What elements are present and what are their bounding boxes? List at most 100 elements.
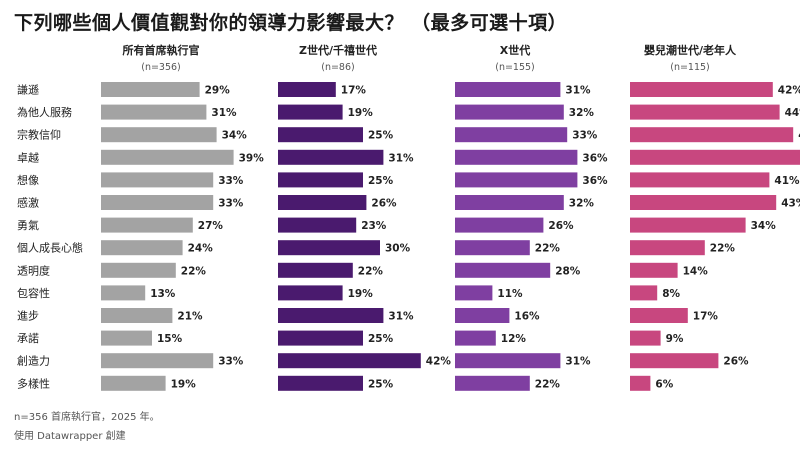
data-label: 30% <box>385 243 411 255</box>
bar <box>630 308 688 323</box>
bar <box>101 285 146 301</box>
data-label: 36% <box>582 175 608 187</box>
bar <box>278 195 367 210</box>
data-label: 22% <box>535 378 561 390</box>
data-label: 17% <box>341 85 367 97</box>
bar <box>101 308 173 323</box>
bar <box>630 149 800 165</box>
data-label: 34% <box>751 220 777 232</box>
data-label: 31% <box>388 311 414 323</box>
data-label: 29% <box>205 85 231 97</box>
data-label: 22% <box>535 243 561 255</box>
data-label: 33% <box>218 198 244 210</box>
data-label: 13% <box>150 288 176 300</box>
bar <box>278 217 357 233</box>
data-label: 23% <box>361 220 387 232</box>
data-label: 25% <box>368 130 394 142</box>
data-label: 48% <box>798 130 800 142</box>
data-label: 27% <box>198 220 224 232</box>
series-sample-size: (n=115) <box>670 62 710 73</box>
bar <box>630 82 773 97</box>
series-title: 所有首席執行官 <box>123 43 200 57</box>
data-label: 25% <box>368 175 394 187</box>
category-label: 進步 <box>17 310 39 323</box>
data-label: 16% <box>514 311 540 323</box>
bar <box>278 353 421 369</box>
category-label: 透明度 <box>17 263 50 277</box>
bar <box>455 149 578 165</box>
bar <box>455 330 496 346</box>
bar <box>101 127 217 143</box>
data-label: 26% <box>723 356 749 368</box>
bar <box>278 149 384 165</box>
data-label: 42% <box>426 356 452 368</box>
series-title: Z世代/千禧世代 <box>299 43 377 57</box>
bar <box>630 104 780 120</box>
bar <box>630 353 719 369</box>
series-sample-size: (n=86) <box>321 62 354 73</box>
data-label: 33% <box>218 175 244 187</box>
category-label: 想像 <box>17 173 39 187</box>
data-label: 24% <box>188 243 214 255</box>
bar <box>630 195 777 210</box>
data-label: 25% <box>368 378 394 390</box>
bar <box>101 217 193 233</box>
bar <box>630 127 794 143</box>
bar <box>278 285 343 301</box>
series-title: 嬰兒潮世代/老年人 <box>644 43 737 57</box>
data-label: 33% <box>218 356 244 368</box>
bar <box>455 104 564 120</box>
data-label: 33% <box>572 130 598 142</box>
bar <box>630 172 770 188</box>
bar <box>278 104 343 120</box>
category-label: 宗教信仰 <box>17 128 61 142</box>
bar <box>278 330 363 346</box>
data-label: 41% <box>774 175 800 187</box>
bar <box>630 217 746 233</box>
category-label: 個人成長心態 <box>17 241 83 255</box>
category-label: 為他人服務 <box>17 105 72 119</box>
category-label: 感激 <box>17 196 39 210</box>
data-label: 12% <box>501 333 527 345</box>
bar <box>455 240 530 256</box>
data-label: 34% <box>222 130 248 142</box>
bar <box>101 104 207 120</box>
data-label: 8% <box>662 288 680 300</box>
data-label: 36% <box>582 152 608 164</box>
data-label: 26% <box>548 220 574 232</box>
bar <box>101 195 214 210</box>
bar <box>455 172 578 188</box>
bar <box>278 262 353 278</box>
footer-credit: 使用 Datawrapper 創建 <box>14 431 126 442</box>
bar <box>278 127 363 143</box>
data-label: 11% <box>497 288 523 300</box>
bar <box>630 262 678 278</box>
bar <box>101 353 214 369</box>
data-label: 31% <box>211 107 237 119</box>
bar <box>455 375 530 391</box>
data-label: 19% <box>348 288 374 300</box>
bar <box>455 82 561 97</box>
series-sample-size: (n=155) <box>495 62 535 73</box>
data-label: 25% <box>368 333 394 345</box>
bar <box>630 375 651 391</box>
grouped-bar-chart: 謙遜為他人服務宗教信仰卓越想像感激勇氣個人成長心態透明度包容性進步承諾創造力多樣… <box>17 43 800 391</box>
bar <box>101 149 234 165</box>
data-label: 19% <box>171 378 197 390</box>
data-label: 15% <box>157 333 183 345</box>
bar <box>101 330 152 346</box>
data-label: 42% <box>778 85 800 97</box>
data-label: 9% <box>666 333 684 345</box>
data-label: 14% <box>683 265 709 277</box>
bar <box>278 240 380 256</box>
series-sample-size: (n=356) <box>141 62 181 73</box>
category-label: 包容性 <box>17 286 50 300</box>
category-label: 勇氣 <box>17 218 39 232</box>
data-label: 32% <box>569 107 595 119</box>
category-label: 承諾 <box>17 331 39 345</box>
category-label: 謙遜 <box>17 83 39 97</box>
data-label: 19% <box>348 107 374 119</box>
data-label: 22% <box>181 265 207 277</box>
data-label: 44% <box>785 107 800 119</box>
bar <box>278 375 363 391</box>
